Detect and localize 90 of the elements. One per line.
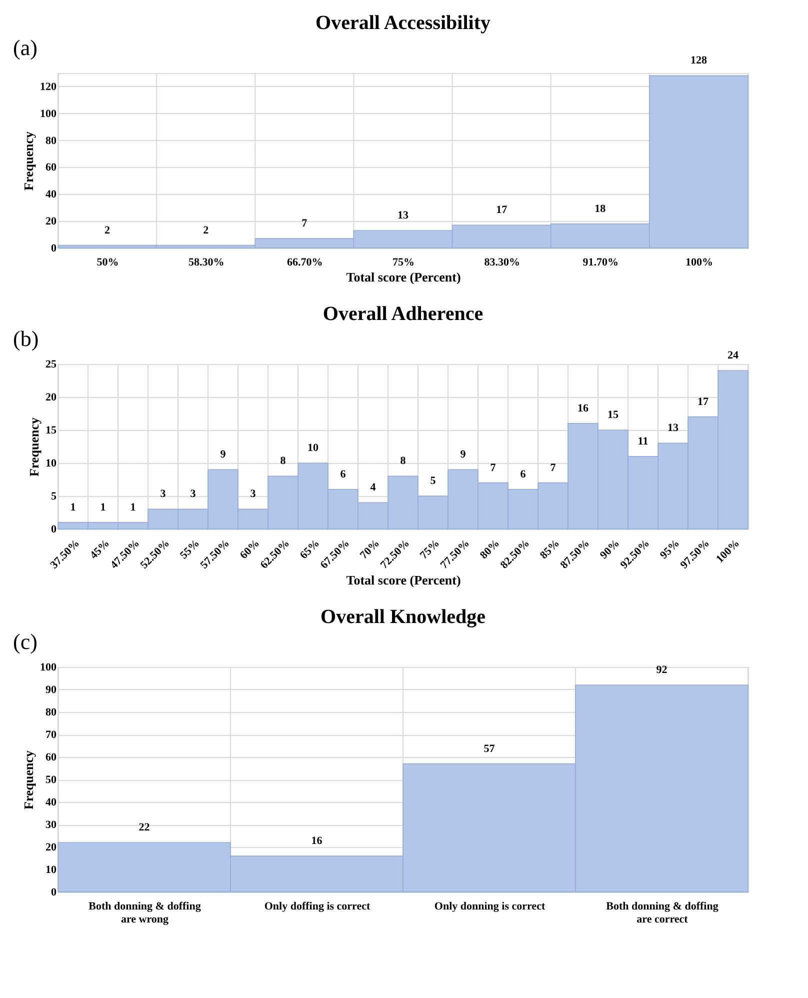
- data-label: 16: [578, 402, 589, 414]
- data-label: 13: [668, 422, 679, 434]
- x-tick-label: 80%: [478, 538, 502, 562]
- y-axis-title: Frequency: [21, 131, 36, 190]
- x-tick-label: 95%: [658, 538, 682, 562]
- x-tick-label: Only doffing is correct: [264, 900, 370, 912]
- y-tick-label: 60: [46, 752, 57, 764]
- data-label: 7: [550, 462, 556, 474]
- data-label: 7: [302, 218, 308, 230]
- data-label: 6: [340, 468, 346, 480]
- y-tick-label: 40: [46, 188, 57, 201]
- data-label: 9: [460, 448, 466, 461]
- y-tick-label: 120: [40, 80, 57, 93]
- y-tick-label: 100: [40, 108, 57, 120]
- chart-title: Overall Adherence: [322, 303, 484, 325]
- y-tick-label: 0: [51, 524, 57, 536]
- y-tick-label: 80: [46, 706, 57, 718]
- y-tick-label: 5: [51, 490, 57, 502]
- x-tick-label: 75%: [392, 256, 414, 268]
- y-tick-label: 40: [46, 796, 57, 808]
- data-label: 1: [70, 501, 76, 514]
- data-label: 17: [698, 396, 709, 408]
- x-tick-label: 50%: [96, 256, 119, 268]
- data-label: 2: [203, 224, 210, 236]
- data-label: 3: [190, 488, 196, 500]
- data-label: 4: [370, 482, 376, 494]
- data-label: 24: [728, 350, 739, 362]
- y-tick-label: 20: [46, 392, 57, 404]
- x-tick-label: 66.70%: [287, 256, 323, 268]
- data-label: 15: [608, 409, 619, 421]
- data-label: 17: [496, 204, 508, 216]
- x-tick-label: 70%: [358, 538, 382, 562]
- y-tick-label: 60: [46, 162, 57, 174]
- y-tick-label: 0: [51, 886, 57, 898]
- x-tick-label: Only donning is correct: [434, 900, 546, 912]
- data-label: 3: [250, 488, 256, 500]
- data-label: 8: [280, 455, 286, 468]
- x-axis-title: Total score (Percent): [346, 270, 461, 284]
- data-label: 7: [490, 462, 496, 474]
- data-label: 3: [160, 488, 166, 500]
- data-label: 10: [308, 442, 319, 454]
- y-tick-label: 100: [40, 662, 57, 674]
- y-axis-title: Frequency: [21, 750, 36, 810]
- data-label: 16: [311, 835, 323, 847]
- chart-title: Overall Accessibility: [316, 12, 490, 34]
- data-label: 6: [520, 468, 526, 480]
- x-tick-label: 58.30%: [188, 256, 224, 268]
- data-label: 1: [100, 501, 106, 514]
- data-label: 128: [690, 54, 708, 67]
- x-tick-label: Both donning & doffing are wrong: [88, 900, 202, 926]
- y-tick-label: 10: [46, 458, 57, 470]
- y-axis-title: Frequency: [26, 417, 42, 476]
- chart-title: Overall Knowledge: [320, 606, 486, 628]
- x-tick-label: 100%: [685, 256, 713, 268]
- y-tick-label: 20: [46, 216, 57, 228]
- x-tick-label: 65%: [298, 538, 322, 562]
- y-tick-label: 90: [46, 684, 57, 696]
- data-label: 11: [638, 435, 648, 448]
- x-tick-label: 45%: [88, 538, 112, 562]
- x-tick-label: 91.70%: [582, 256, 619, 268]
- y-tick-label: 25: [46, 358, 57, 370]
- data-label: 5: [430, 475, 436, 487]
- x-axis-title: Total score (Percent): [346, 572, 461, 588]
- y-tick-label: 80: [46, 134, 57, 147]
- text: (b): [13, 326, 39, 351]
- x-tick-label: 60%: [238, 538, 262, 562]
- text: (c): [13, 629, 38, 654]
- data-label: 18: [594, 202, 606, 215]
- x-tick-label: 85%: [538, 538, 562, 562]
- y-tick-label: 50: [46, 774, 57, 786]
- y-tick-label: 10: [46, 864, 57, 876]
- data-label: 1: [130, 501, 136, 514]
- y-tick-label: 0: [51, 242, 57, 254]
- x-tick-label: 90%: [598, 538, 622, 562]
- data-label: 57: [484, 742, 496, 755]
- y-tick-label: 70: [46, 729, 57, 741]
- data-label: 9: [220, 448, 226, 461]
- data-label: 8: [400, 455, 406, 468]
- data-label: 13: [398, 210, 409, 222]
- y-tick-label: 30: [46, 819, 57, 831]
- x-tick-label: 83.30%: [484, 256, 520, 268]
- x-tick-label: 75%: [418, 538, 442, 562]
- x-tick-label: Both donning & doffing are correct: [606, 900, 719, 926]
- text: (a): [13, 35, 38, 60]
- data-label: 92: [656, 664, 668, 676]
- data-label: 22: [138, 822, 150, 834]
- data-label: 2: [104, 224, 111, 236]
- x-tick-label: 55%: [178, 538, 202, 562]
- y-tick-label: 20: [46, 842, 57, 854]
- y-tick-label: 15: [46, 424, 57, 436]
